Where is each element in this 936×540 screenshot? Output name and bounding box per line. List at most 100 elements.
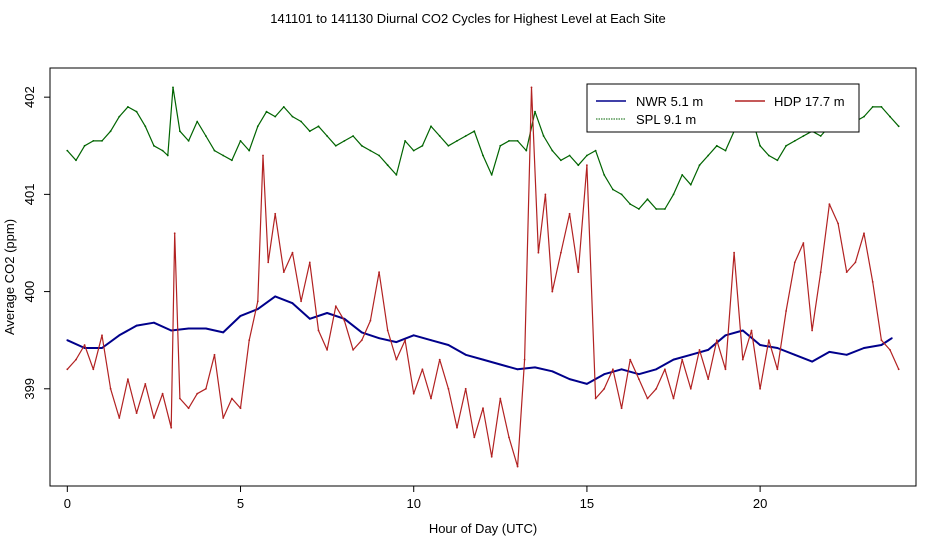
data-point-hdp xyxy=(594,397,597,400)
data-point-spl xyxy=(430,125,432,128)
data-point-hdp xyxy=(153,417,155,419)
data-point-nwr xyxy=(793,353,796,356)
data-point-hdp xyxy=(101,334,103,337)
data-point-hdp xyxy=(127,378,129,380)
data-point-hdp xyxy=(854,261,857,264)
data-point-hdp xyxy=(544,193,547,196)
data-point-spl xyxy=(516,140,519,142)
data-point-nwr xyxy=(499,363,502,366)
data-point-hdp xyxy=(889,349,891,351)
data-point-nwr xyxy=(135,324,138,327)
data-point-hdp xyxy=(681,358,684,361)
data-point-hdp xyxy=(308,261,311,264)
data-point-hdp xyxy=(828,203,831,206)
data-point-hdp xyxy=(689,387,692,390)
data-point-spl xyxy=(672,193,675,196)
data-point-hdp xyxy=(603,387,606,390)
data-point-hdp xyxy=(819,271,822,273)
data-point-spl xyxy=(101,140,103,142)
data-point-spl xyxy=(92,140,95,142)
data-point-nwr xyxy=(776,347,779,349)
data-point-nwr xyxy=(412,334,415,337)
data-point-spl xyxy=(256,125,259,128)
data-point-hdp xyxy=(499,397,502,400)
series-line-spl xyxy=(66,86,900,210)
data-point-nwr xyxy=(863,347,865,349)
data-point-hdp xyxy=(239,407,242,410)
data-point-spl xyxy=(802,135,805,137)
data-point-hdp xyxy=(173,232,176,235)
data-point-spl xyxy=(352,135,354,137)
data-point-spl xyxy=(172,86,174,89)
y-axis-title: Average CO2 (ppm) xyxy=(2,219,17,335)
x-tick-label: 10 xyxy=(406,496,420,511)
data-point-nwr xyxy=(638,373,640,376)
data-point-spl xyxy=(135,110,138,113)
data-point-hdp xyxy=(92,368,95,371)
data-point-hdp xyxy=(750,329,753,332)
data-point-hdp xyxy=(698,349,701,351)
data-point-spl xyxy=(724,149,727,152)
data-point-spl xyxy=(153,144,155,147)
data-point-nwr xyxy=(118,334,121,337)
data-point-hdp xyxy=(655,387,658,390)
data-point-hdp xyxy=(369,319,372,322)
data-point-nwr xyxy=(274,295,277,298)
data-point-hdp xyxy=(187,407,190,410)
data-point-spl xyxy=(265,110,268,113)
data-point-nwr xyxy=(880,344,883,346)
data-point-nwr xyxy=(828,351,831,353)
data-point-spl xyxy=(629,203,632,206)
data-point-hdp xyxy=(530,86,533,89)
data-point-spl xyxy=(586,154,588,157)
data-point-spl xyxy=(231,159,233,162)
data-point-spl xyxy=(473,130,476,133)
data-point-spl xyxy=(793,140,796,142)
data-point-spl xyxy=(205,135,207,137)
data-point-hdp xyxy=(776,368,779,371)
data-point-spl xyxy=(291,115,294,118)
data-point-hdp xyxy=(508,436,510,439)
data-point-spl xyxy=(161,149,164,152)
data-point-hdp xyxy=(537,251,540,254)
data-point-spl xyxy=(871,106,874,108)
data-point-spl xyxy=(386,164,389,167)
data-point-hdp xyxy=(118,417,121,419)
data-point-hdp xyxy=(811,329,813,332)
data-point-spl xyxy=(447,144,450,147)
data-point-spl xyxy=(326,135,328,137)
data-point-hdp xyxy=(300,300,302,303)
chart-title: 141101 to 141130 Diurnal CO2 Cycles for … xyxy=(270,11,666,26)
data-point-hdp xyxy=(170,426,173,429)
data-point-nwr xyxy=(551,370,554,373)
data-point-spl xyxy=(560,159,562,162)
data-point-spl xyxy=(334,144,337,147)
data-point-spl xyxy=(819,135,822,137)
data-point-spl xyxy=(222,154,225,157)
x-axis-title: Hour of Day (UTC) xyxy=(429,521,537,536)
data-point-spl xyxy=(412,149,415,152)
data-point-hdp xyxy=(326,349,328,351)
legend-label-hdp: HDP 17.7 m xyxy=(774,94,845,109)
data-point-nwr xyxy=(101,347,103,349)
data-point-spl xyxy=(187,140,190,142)
data-point-spl xyxy=(646,198,649,201)
x-tick-label: 5 xyxy=(237,496,244,511)
data-point-hdp xyxy=(213,353,216,356)
data-point-hdp xyxy=(248,339,251,342)
data-point-nwr xyxy=(430,339,432,342)
data-point-hdp xyxy=(343,319,346,322)
series-layer xyxy=(66,86,900,468)
data-point-hdp xyxy=(282,271,285,273)
y-tick-label: 399 xyxy=(22,378,37,400)
data-point-spl xyxy=(638,208,640,210)
data-point-hdp xyxy=(523,358,526,361)
y-axis: 399 400 401 402 xyxy=(22,86,51,400)
data-point-hdp xyxy=(378,271,380,273)
data-point-nwr xyxy=(291,302,294,305)
data-point-nwr xyxy=(170,329,173,332)
data-point-spl xyxy=(144,125,147,128)
series-line-hdp xyxy=(66,86,900,468)
data-point-hdp xyxy=(66,368,69,371)
data-point-hdp xyxy=(586,164,588,167)
